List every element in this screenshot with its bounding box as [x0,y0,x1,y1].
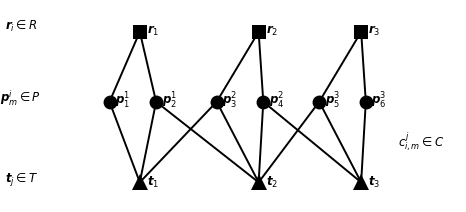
Text: $\boldsymbol{p}_2^1$: $\boldsymbol{p}_2^1$ [162,91,177,111]
Text: $c_{i,m}^j \in C$: $c_{i,m}^j \in C$ [398,131,445,153]
Text: $\boldsymbol{r}_3$: $\boldsymbol{r}_3$ [368,24,381,38]
Text: $\boldsymbol{t}_3$: $\boldsymbol{t}_3$ [368,175,380,190]
Text: $\boldsymbol{t}_j \in T$: $\boldsymbol{t}_j \in T$ [5,171,38,188]
Text: $\boldsymbol{p}_6^3$: $\boldsymbol{p}_6^3$ [371,91,387,111]
Text: $\boldsymbol{p}_4^2$: $\boldsymbol{p}_4^2$ [269,91,284,111]
Text: $\boldsymbol{p}_5^3$: $\boldsymbol{p}_5^3$ [325,91,340,111]
Text: $\boldsymbol{p}_1^1$: $\boldsymbol{p}_1^1$ [115,91,130,111]
Text: $\boldsymbol{r}_i \in R$: $\boldsymbol{r}_i \in R$ [5,19,37,34]
Text: $\boldsymbol{t}_1$: $\boldsymbol{t}_1$ [147,175,159,190]
Text: $\boldsymbol{p}_m^i \in P$: $\boldsymbol{p}_m^i \in P$ [0,89,41,108]
Text: $\boldsymbol{t}_2$: $\boldsymbol{t}_2$ [266,175,278,190]
Text: $\boldsymbol{r}_1$: $\boldsymbol{r}_1$ [147,24,159,38]
Text: $\boldsymbol{r}_2$: $\boldsymbol{r}_2$ [266,24,278,38]
Text: $\boldsymbol{p}_3^2$: $\boldsymbol{p}_3^2$ [222,91,238,111]
